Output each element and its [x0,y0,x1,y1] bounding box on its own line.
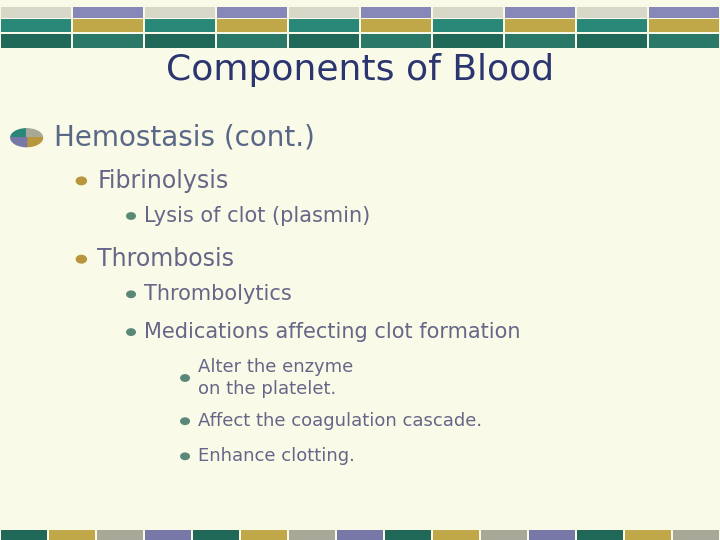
Bar [1,7,71,18]
Bar [289,7,359,18]
Bar [337,530,383,540]
Bar [289,34,359,48]
Bar [289,19,359,32]
Bar [289,530,335,540]
Circle shape [127,329,135,335]
Bar [1,19,71,32]
Bar [505,7,575,18]
Bar [433,7,503,18]
Bar [361,19,431,32]
Bar [145,19,215,32]
Circle shape [181,418,189,424]
Bar [145,34,215,48]
Bar [505,34,575,48]
Circle shape [76,255,86,263]
Bar [73,34,143,48]
Bar [649,19,719,32]
Polygon shape [11,129,27,138]
Bar [361,34,431,48]
Bar [97,530,143,540]
Bar [361,7,431,18]
Text: Fibrinolysis: Fibrinolysis [97,169,228,193]
Bar [217,7,287,18]
Bar [385,530,431,540]
Circle shape [181,375,189,381]
Text: Medications affecting clot formation: Medications affecting clot formation [144,322,521,342]
Bar [1,34,71,48]
Bar [481,530,527,540]
Text: Alter the enzyme
on the platelet.: Alter the enzyme on the platelet. [198,358,354,398]
Bar [577,530,623,540]
Bar [433,530,479,540]
Bar [145,7,215,18]
Bar [673,530,719,540]
Bar [433,19,503,32]
Bar [1,530,47,540]
Polygon shape [27,138,42,146]
Bar [577,7,647,18]
Text: Affect the coagulation cascade.: Affect the coagulation cascade. [198,412,482,430]
Bar [73,19,143,32]
Text: Thrombolytics: Thrombolytics [144,284,292,305]
Text: Lysis of clot (plasmin): Lysis of clot (plasmin) [144,206,370,226]
Bar [73,7,143,18]
Bar [505,19,575,32]
Bar [217,19,287,32]
Bar [649,7,719,18]
Circle shape [181,453,189,460]
Bar [577,34,647,48]
Bar [193,530,239,540]
Bar [241,530,287,540]
Polygon shape [11,138,27,146]
Text: Components of Blood: Components of Blood [166,53,554,87]
Text: Enhance clotting.: Enhance clotting. [198,447,355,465]
Text: Hemostasis (cont.): Hemostasis (cont.) [54,124,315,152]
Bar [529,530,575,540]
Text: Thrombosis: Thrombosis [97,247,234,271]
Bar [649,34,719,48]
Bar [433,34,503,48]
Bar [217,34,287,48]
Bar [145,530,191,540]
Circle shape [127,291,135,298]
Bar [577,19,647,32]
Circle shape [76,177,86,185]
Bar [49,530,95,540]
Bar [625,530,671,540]
Polygon shape [27,129,42,138]
Circle shape [127,213,135,219]
